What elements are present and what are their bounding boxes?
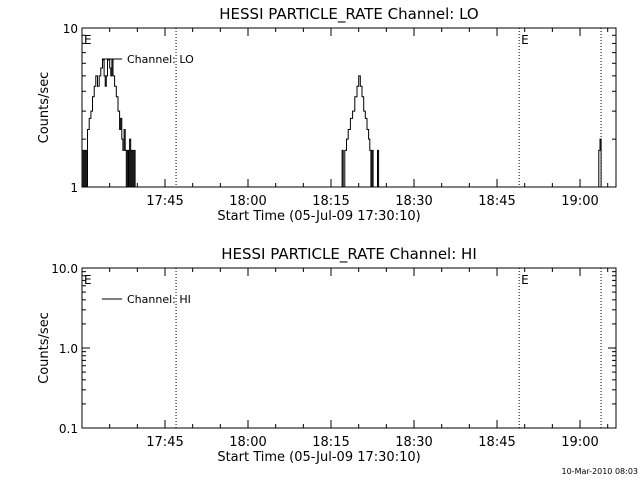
lo-y-axis-label: Counts/sec (37, 72, 52, 144)
hi-x-tick-label: 19:00 (561, 435, 598, 450)
hi-plot-frame (81, 267, 617, 429)
lo-channel-chart: HESSI PARTICLE_RATE Channel: LO 1 10 Counts… (37, 5, 617, 224)
hi-event-marker-label: E (521, 273, 529, 287)
lo-plot-frame (81, 27, 617, 188)
hi-y-tick-label: 0.1 (59, 422, 78, 436)
lo-x-tick-label: 17:45 (146, 194, 183, 209)
hi-x-axis-label: Start Time (05-Jul-09 17:30:10) (217, 450, 420, 465)
hi-y-tick-label: 1.0 (59, 342, 78, 356)
hi-chart-title: HESSI PARTICLE_RATE Channel: HI (221, 245, 477, 264)
hi-x-tick-label: 18:30 (395, 435, 432, 450)
lo-legend-label: Channel: LO (127, 53, 194, 66)
hi-channel-chart: HESSI PARTICLE_RATE Channel: HI 0.1 1.0 10.… (37, 245, 617, 465)
lo-event-marker-label: E (84, 33, 92, 47)
lo-series-line (82, 59, 616, 188)
lo-x-axis-label: Start Time (05-Jul-09 17:30:10) (217, 209, 420, 224)
footer-timestamp: 10-Mar-2010 08:03 (562, 467, 639, 476)
hi-x-tick-label: 17:45 (146, 435, 183, 450)
lo-x-tick-label: 18:00 (229, 194, 266, 209)
hi-event-marker-label: E (84, 273, 92, 287)
lo-y-tick-label: 1 (70, 181, 78, 195)
lo-event-marker-label: E (521, 33, 529, 47)
lo-x-tick-label: 19:00 (561, 194, 598, 209)
lo-x-tick-label: 18:15 (312, 194, 349, 209)
lo-y-tick-label: 10 (63, 22, 78, 36)
lo-x-tick-label: 18:30 (395, 194, 432, 209)
hi-legend-label: Channel: HI (127, 293, 191, 306)
hi-x-tick-label: 18:00 (229, 435, 266, 450)
lo-x-tick-label: 18:45 (478, 194, 515, 209)
hi-y-axis-label: Counts/sec (37, 312, 52, 384)
hi-x-tick-label: 18:45 (478, 435, 515, 450)
hi-y-tick-label: 10.0 (51, 262, 78, 276)
hi-x-tick-label: 18:15 (312, 435, 349, 450)
lo-chart-title: HESSI PARTICLE_RATE Channel: LO (219, 5, 478, 24)
